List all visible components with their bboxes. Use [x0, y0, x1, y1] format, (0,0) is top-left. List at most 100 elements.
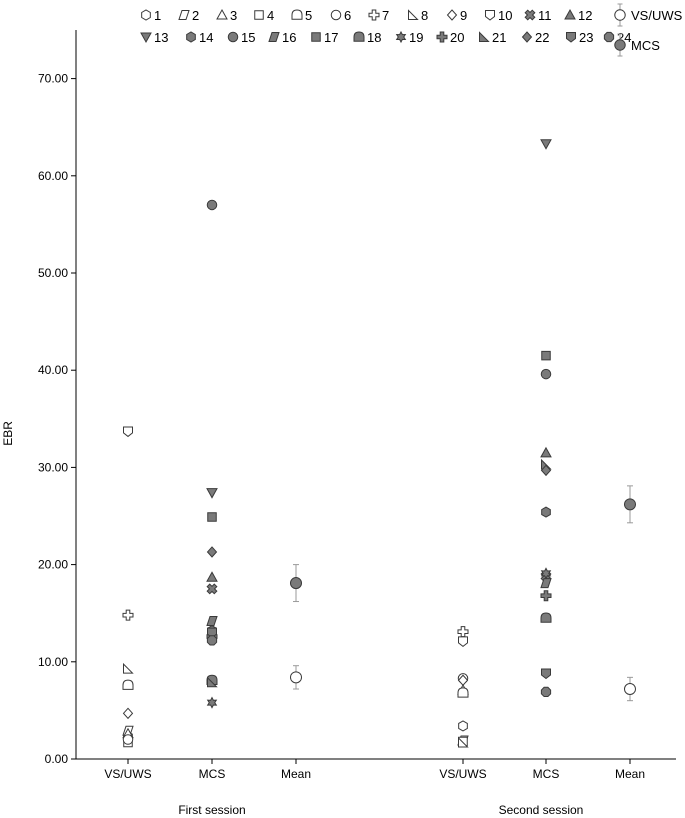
legend-marker-patient-11	[524, 9, 536, 21]
legend-marker-patient-21	[479, 31, 490, 42]
x-tick-label: VS/UWS	[439, 767, 486, 781]
legend-marker-patient-15	[227, 31, 239, 43]
legend-label-patient-7: 7	[382, 8, 389, 23]
y-tick-label: 20.00	[38, 558, 68, 572]
point-patient-8-session-2	[458, 736, 469, 748]
y-tick-label: 40.00	[38, 363, 68, 377]
legend-label-patient-4: 4	[267, 8, 274, 23]
point-patient-9-session-1	[122, 707, 134, 720]
legend-label-patient-2: 2	[192, 8, 199, 23]
point-patient-24-session-2	[540, 686, 552, 698]
legend-mean-marker-mcs	[614, 39, 626, 51]
point-patient-9-session-2	[457, 674, 469, 687]
y-tick-label: 70.00	[38, 72, 68, 86]
point-patient-16-session-2	[540, 578, 552, 589]
legend-label-patient-3: 3	[230, 8, 237, 23]
mean-markers	[289, 485, 637, 702]
point-patient-19-session-2	[540, 567, 552, 580]
point-patient-6-session-1	[122, 734, 134, 745]
legend-label-patient-6: 6	[344, 8, 351, 23]
legend-label-patient-20: 20	[450, 30, 464, 45]
point-patient-5-session-1	[122, 679, 134, 690]
point-patient-18-session-2	[540, 612, 552, 623]
legend-label-patient-14: 14	[199, 30, 213, 45]
legend-label-patient-1: 1	[154, 8, 161, 23]
legend-marker-patient-12	[564, 8, 576, 20]
y-tick-label: 30.00	[38, 460, 68, 474]
legend-marker-patient-8	[408, 9, 419, 20]
point-patient-17-session-2	[541, 350, 551, 361]
y-axis-label: EBR	[1, 421, 15, 446]
point-patient-12-session-2	[540, 446, 552, 458]
legend-label-patient-15: 15	[241, 30, 255, 45]
point-patient-12-session-1	[206, 571, 218, 582]
y-tick-label: 60.00	[38, 169, 68, 183]
legend-label-patient-12: 12	[578, 8, 592, 23]
point-patient-24-session-1	[206, 635, 218, 646]
y-tick-label: 10.00	[38, 655, 68, 669]
legend-label-patient-8: 8	[421, 8, 428, 23]
point-patient-13-session-2	[540, 139, 552, 150]
legend-marker-patient-17	[311, 32, 321, 42]
legend-label-patient-5: 5	[305, 8, 312, 23]
point-patient-19-session-1	[206, 696, 218, 709]
x-tick-label: MCS	[533, 767, 560, 781]
legend-marker-patient-9	[446, 9, 458, 21]
mean-marker-mcs-session-1	[289, 577, 303, 590]
point-patient-15-session-1	[206, 199, 218, 211]
legend-marker-patient-10	[485, 10, 495, 21]
point-patient-22-session-1	[206, 546, 218, 558]
legend-marker-patient-18	[353, 31, 365, 42]
legend-label-patient-21: 21	[492, 30, 506, 45]
legend-marker-patient-24	[603, 31, 615, 43]
data-points	[122, 139, 552, 748]
legend-marker-patient-2	[178, 10, 190, 20]
point-patient-13-session-1	[206, 488, 218, 499]
x-tick-label: Mean	[615, 767, 645, 781]
legend-mean-marker-vs-uws	[614, 9, 626, 21]
legend-marker-patient-13	[140, 32, 152, 44]
group-label-first-session: First session	[178, 803, 245, 817]
legend-marker-patient-3	[216, 8, 228, 20]
x-tick-label: Mean	[281, 767, 311, 781]
legend-marker-patient-16	[268, 32, 280, 42]
legend-label-patient-19: 19	[409, 30, 423, 45]
legend-marker-patient-19	[395, 30, 407, 44]
mean-marker-vs-uws-session-1	[289, 671, 303, 684]
point-patient-10-session-2	[458, 636, 468, 648]
legend-marker-patient-1	[141, 9, 151, 21]
legend-label-patient-10: 10	[498, 8, 512, 23]
legend-mean-label-mcs: MCS	[631, 38, 660, 53]
legend-marker-patient-7	[368, 9, 380, 21]
y-tick-label: 0.00	[45, 752, 69, 766]
point-patient-23-session-2	[541, 668, 551, 680]
point-patient-20-session-2	[540, 590, 552, 602]
legend-marker-patient-4	[254, 10, 264, 20]
axes: 0.00 10.00 20.00 30.00 40.00 50.00 60.00 70.00 E…	[1, 30, 676, 817]
point-patient-17-session-1	[207, 512, 217, 522]
legend-label-patient-23: 23	[579, 30, 593, 45]
point-patient-1-session-2	[458, 720, 468, 732]
legend-label-patient-13: 13	[154, 30, 168, 45]
legend-marker-patient-22	[521, 31, 533, 43]
point-patient-14-session-2	[541, 506, 551, 518]
point-patient-16-session-1	[206, 615, 218, 626]
point-patient-8-session-1	[123, 662, 134, 674]
point-patient-10-session-1	[123, 426, 133, 438]
legend-label-patient-17: 17	[324, 30, 338, 45]
legend-mean-label-vs-uws: VS/UWS	[631, 8, 683, 23]
y-tick-label: 50.00	[38, 266, 68, 280]
point-patient-21-session-1	[207, 676, 218, 688]
legend-marker-patient-5	[291, 9, 303, 20]
legend-label-patient-16: 16	[282, 30, 296, 45]
x-tick-label: VS/UWS	[104, 767, 151, 781]
point-patient-7-session-1	[122, 609, 134, 621]
x-tick-label: MCS	[199, 767, 226, 781]
group-label-second-session: Second session	[499, 803, 584, 817]
legend-marker-patient-6	[330, 9, 342, 21]
point-patient-7-session-2	[457, 626, 469, 638]
legend-label-patient-9: 9	[460, 8, 467, 23]
point-patient-15-session-2	[540, 368, 552, 380]
legend-label-patient-22: 22	[535, 30, 549, 45]
